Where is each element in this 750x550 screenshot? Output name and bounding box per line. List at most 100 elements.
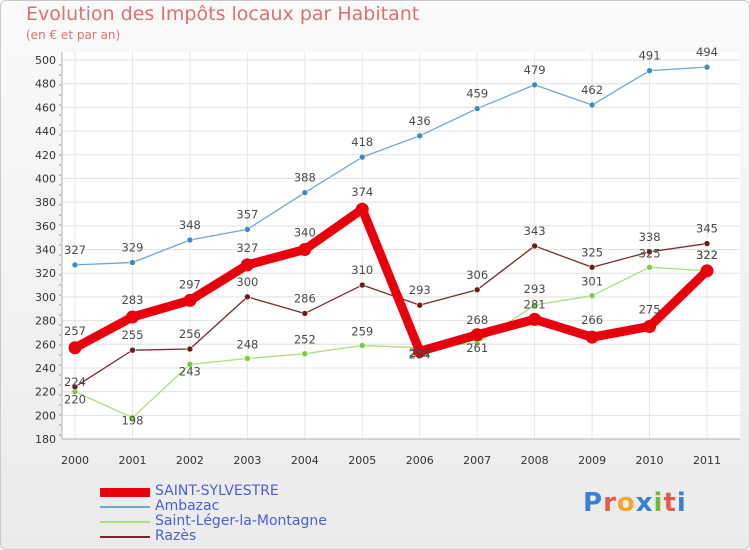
- data-label: 338: [639, 230, 661, 244]
- legend-swatch: [100, 487, 150, 497]
- data-label: 257: [64, 324, 86, 338]
- x-tick-label: 2007: [463, 454, 491, 467]
- chart-subtitle: (en € et par an): [26, 28, 121, 42]
- data-label: 224: [64, 375, 86, 389]
- data-point: [186, 236, 194, 244]
- data-label: 436: [409, 114, 431, 128]
- data-label: 286: [294, 291, 316, 305]
- legend-swatch: [100, 521, 150, 523]
- y-tick-label: 240: [35, 362, 56, 375]
- data-point: [528, 312, 542, 326]
- y-tick-label: 480: [35, 78, 56, 91]
- x-tick-label: 2003: [233, 454, 261, 467]
- data-label: 348: [179, 218, 201, 232]
- data-point: [416, 301, 424, 309]
- data-point: [186, 345, 194, 353]
- y-tick-label: 400: [35, 172, 56, 185]
- data-label: 340: [294, 226, 316, 240]
- y-tick-label: 360: [35, 220, 56, 233]
- data-label: 325: [581, 245, 603, 259]
- data-label: 343: [524, 224, 546, 238]
- legend-label: SAINT-SYLVESTRE: [155, 483, 279, 499]
- logo-letter: x: [635, 488, 654, 518]
- y-tick-label: 500: [35, 54, 56, 67]
- data-label: 300: [236, 275, 258, 289]
- data-label: 479: [524, 63, 546, 77]
- data-label: 252: [294, 333, 316, 347]
- data-label: 256: [179, 327, 201, 341]
- data-label: 306: [466, 268, 488, 282]
- logo-letter: P: [583, 488, 604, 518]
- data-point: [301, 189, 309, 196]
- y-tick-label: 280: [35, 315, 56, 328]
- data-point: [531, 81, 538, 89]
- data-label: 494: [696, 45, 718, 59]
- data-point: [355, 202, 369, 216]
- data-label: 220: [64, 393, 86, 407]
- data-point: [413, 344, 427, 358]
- data-point: [646, 263, 653, 271]
- x-tick-label: 2004: [291, 454, 319, 467]
- data-point: [71, 383, 79, 391]
- data-label: 243: [179, 364, 201, 378]
- y-tick-label: 180: [35, 433, 56, 446]
- data-label: 281: [524, 297, 546, 311]
- data-label: 459: [466, 87, 488, 101]
- data-point: [646, 248, 653, 256]
- x-tick-label: 2000: [61, 454, 89, 467]
- y-tick-label: 380: [35, 196, 56, 209]
- data-label: 322: [696, 248, 718, 262]
- data-point: [186, 361, 194, 368]
- data-point: [358, 342, 366, 349]
- y-tick-label: 320: [35, 267, 56, 280]
- data-point: [531, 242, 538, 250]
- data-label: 418: [351, 135, 373, 149]
- logo-letter: i: [676, 488, 687, 518]
- data-point: [585, 330, 599, 344]
- x-tick-label: 2006: [406, 454, 434, 467]
- logo-letter: o: [616, 488, 636, 518]
- series-line-1: [74, 66, 708, 266]
- data-point: [68, 341, 82, 355]
- data-point: [129, 414, 136, 421]
- data-point: [473, 286, 481, 294]
- legend-swatch: [100, 506, 150, 508]
- data-point: [470, 328, 484, 342]
- data-point: [183, 293, 197, 307]
- data-label: 293: [524, 282, 546, 296]
- y-tick-label: 340: [35, 244, 56, 257]
- x-tick-label: 2001: [118, 454, 146, 467]
- data-label: 327: [64, 243, 86, 257]
- data-label: 293: [409, 283, 431, 297]
- y-tick-label: 220: [35, 386, 56, 399]
- data-label: 322: [696, 248, 718, 262]
- data-point: [129, 346, 136, 354]
- data-label: 491: [639, 49, 661, 63]
- data-label: 268: [466, 313, 488, 327]
- data-label: 283: [121, 293, 143, 307]
- logo-letter: t: [663, 488, 677, 518]
- data-point: [244, 226, 251, 233]
- data-label: 374: [351, 185, 373, 199]
- series-line-2: [74, 266, 708, 419]
- data-label: 357: [236, 207, 258, 221]
- data-point: [646, 67, 653, 74]
- data-point: [129, 259, 136, 266]
- data-label: 255: [121, 328, 143, 342]
- data-point: [588, 292, 596, 299]
- data-point: [301, 310, 309, 317]
- y-tick-label: 420: [35, 149, 56, 162]
- data-point: [531, 301, 538, 309]
- data-point: [244, 355, 251, 362]
- data-label: 257: [409, 346, 431, 360]
- data-point: [588, 263, 596, 271]
- series-line-0: [70, 204, 712, 356]
- data-point: [358, 153, 366, 161]
- data-point: [700, 264, 714, 278]
- data-label: 310: [351, 263, 373, 277]
- x-tick-label: 2010: [636, 454, 664, 467]
- data-point: [416, 132, 424, 140]
- data-label: 254: [409, 347, 431, 361]
- data-label: 388: [294, 171, 316, 185]
